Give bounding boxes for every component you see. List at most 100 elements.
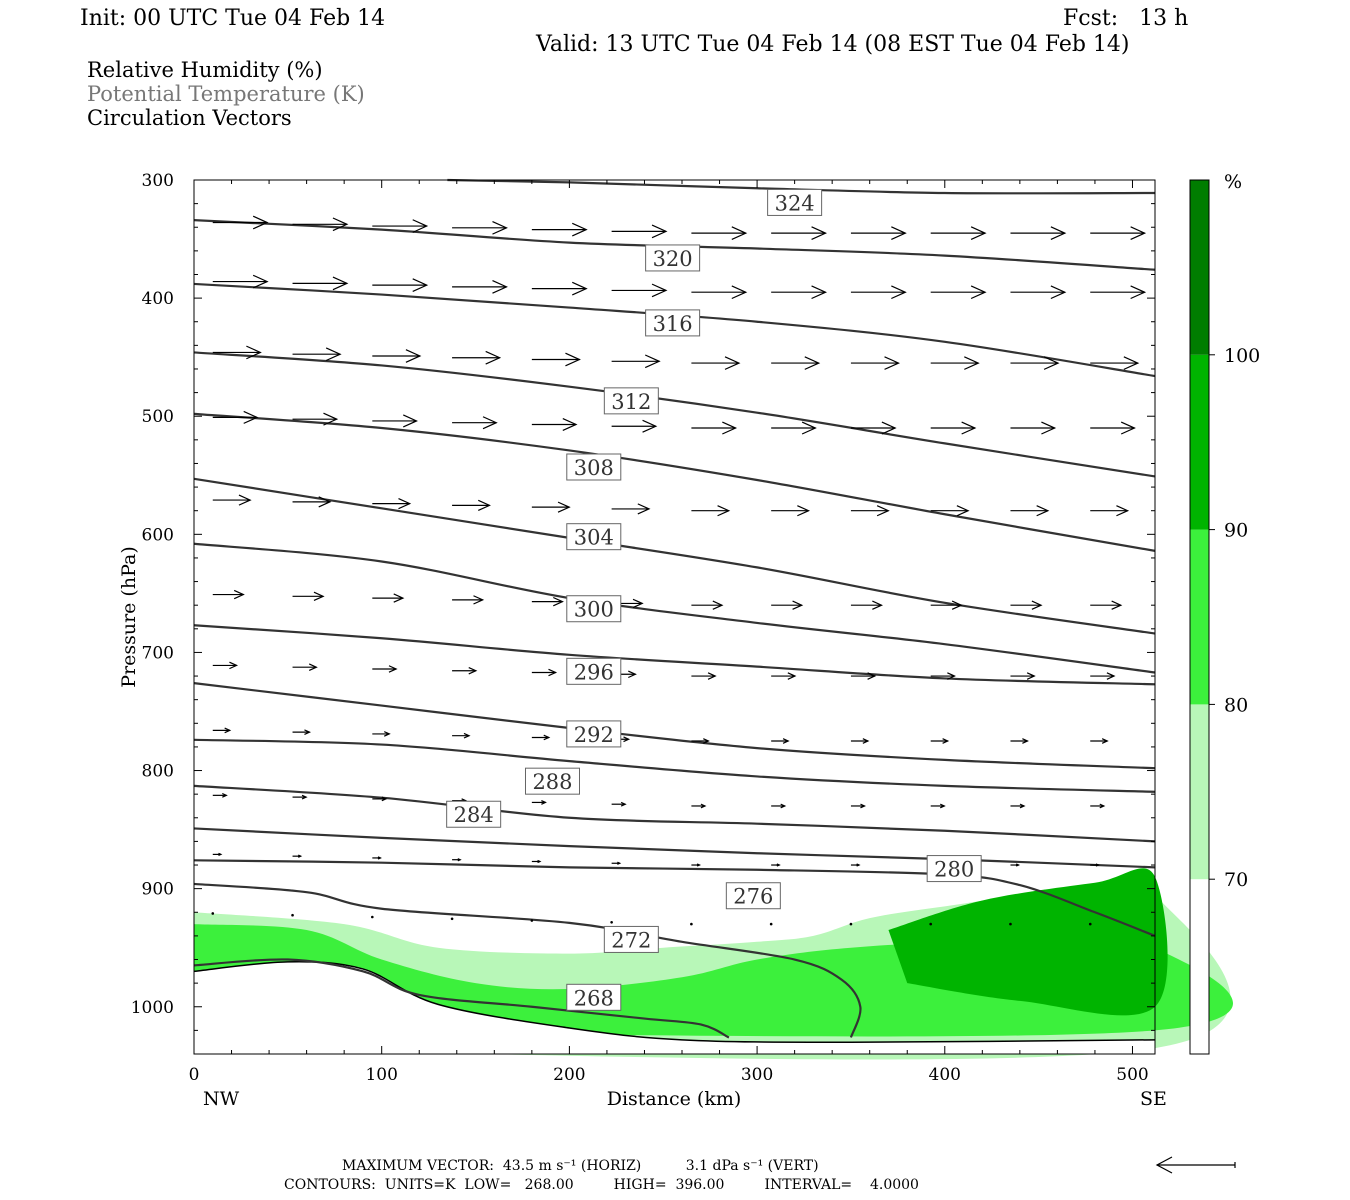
wind-vector <box>452 280 508 294</box>
wind-vector <box>531 800 547 805</box>
wind-vector <box>930 421 977 435</box>
wind-vector <box>1090 226 1147 240</box>
wind-vector <box>452 499 491 511</box>
wind-vector <box>850 226 907 240</box>
wind-vector <box>531 668 558 677</box>
contour-label-320: 320 <box>645 244 701 272</box>
wind-vector <box>930 672 956 680</box>
wind-vector <box>292 217 349 232</box>
colorbar-swatch <box>1190 180 1209 355</box>
wind-vector <box>1090 803 1106 809</box>
wind-vector <box>611 503 651 515</box>
x-tick-label: 0 <box>189 1065 200 1085</box>
contour-label-296: 296 <box>566 657 622 685</box>
wind-vector <box>771 600 804 610</box>
svg-text:268: 268 <box>574 986 614 1010</box>
wind-vector <box>1090 863 1100 867</box>
wind-vector <box>1010 356 1060 370</box>
rh-fills <box>193 868 1234 1060</box>
contour-label-268: 268 <box>566 983 622 1011</box>
colorbar-swatch <box>1190 879 1209 1054</box>
svg-text:316: 316 <box>653 312 693 336</box>
wind-vector <box>691 672 717 680</box>
x-tick-label: 200 <box>553 1065 585 1085</box>
contour-info: CONTOURS: UNITS=K LOW= 268.00 HIGH= 396.… <box>284 1177 919 1193</box>
wind-vector <box>452 416 498 430</box>
theta-contour-312 <box>193 351 1156 478</box>
wind-vector <box>771 226 828 240</box>
wind-vector <box>531 281 588 296</box>
colorbar-level-label: 80 <box>1224 694 1248 716</box>
wind-vector <box>452 220 508 235</box>
wind-vector <box>771 672 797 680</box>
wind-vector <box>1010 505 1050 517</box>
wind-vector <box>691 356 741 370</box>
wind-vector <box>452 732 471 739</box>
wind-vector <box>771 505 811 517</box>
wind-vector <box>372 349 422 363</box>
valid-time: Valid: 13 UTC Tue 04 Feb 14 (08 EST Tue … <box>536 32 1130 57</box>
wind-vector <box>850 600 883 610</box>
wind-vector <box>850 803 866 809</box>
theta-contour-284 <box>193 784 1156 843</box>
wind-vector <box>1009 922 1012 926</box>
svg-text:324: 324 <box>775 191 815 215</box>
y-tick-label: 700 <box>142 643 174 663</box>
wind-vector <box>211 912 215 915</box>
wind-vector <box>1090 285 1147 300</box>
svg-text:276: 276 <box>733 885 773 909</box>
wind-vector <box>372 731 391 737</box>
wind-vector <box>292 591 325 602</box>
wind-vector <box>531 501 571 513</box>
svg-text:304: 304 <box>574 526 614 550</box>
wind-vector <box>372 414 418 428</box>
wind-vector <box>1090 421 1136 435</box>
wind-vector <box>292 729 312 735</box>
theta-contour-308 <box>193 412 1156 552</box>
forecast-hour: Fcst: 13 h <box>1063 6 1189 31</box>
x-axis-title: Distance (km) <box>607 1088 742 1110</box>
wind-vector <box>372 593 405 603</box>
contour-label-272: 272 <box>603 925 659 953</box>
wind-vector <box>930 738 950 744</box>
y-ticks: 300 400 500 600 700 800 900 1000 <box>131 171 1155 1031</box>
wind-vector <box>292 794 308 800</box>
wind-vector <box>372 665 398 673</box>
contour-label-288: 288 <box>524 767 580 795</box>
x-right-end-label: SE <box>1140 1088 1167 1110</box>
wind-vector <box>771 421 817 435</box>
y-tick-label: 1000 <box>131 998 174 1018</box>
svg-text:320: 320 <box>653 247 693 271</box>
wind-vector <box>372 856 382 860</box>
wind-vector <box>771 285 828 300</box>
wind-vector <box>930 226 987 240</box>
wind-vector <box>531 596 564 607</box>
wind-vector <box>292 347 342 362</box>
x-left-end-label: NW <box>203 1088 240 1110</box>
theta-contour-304 <box>193 477 1156 635</box>
y-tick-label: 600 <box>142 525 174 545</box>
wind-vector <box>930 505 970 517</box>
x-tick-label: 300 <box>741 1065 773 1085</box>
svg-text:292: 292 <box>574 723 614 747</box>
wind-vector <box>691 738 710 744</box>
wind-vector <box>691 505 731 517</box>
x-tick-label: 500 <box>1116 1065 1148 1085</box>
rh-region-90 <box>888 868 1168 1016</box>
wind-vector <box>1010 285 1067 300</box>
wind-vector <box>212 852 223 857</box>
svg-text:312: 312 <box>611 390 651 414</box>
contour-label-316: 316 <box>645 309 701 337</box>
legend-circulation-vectors: Circulation Vectors <box>87 106 292 130</box>
x-tick-label: 400 <box>929 1065 961 1085</box>
contour-label-292: 292 <box>566 720 622 748</box>
wind-vector <box>212 274 269 289</box>
contour-label-284: 284 <box>446 800 502 828</box>
legend-potential-temperature: Potential Temperature (K) <box>87 82 365 106</box>
wind-vector <box>1090 672 1116 680</box>
wind-vector <box>452 666 478 675</box>
wind-vector <box>371 915 374 919</box>
wind-vector <box>212 215 269 230</box>
legend-relative-humidity: Relative Humidity (%) <box>87 58 323 82</box>
below-ground-mask <box>194 961 1155 1054</box>
